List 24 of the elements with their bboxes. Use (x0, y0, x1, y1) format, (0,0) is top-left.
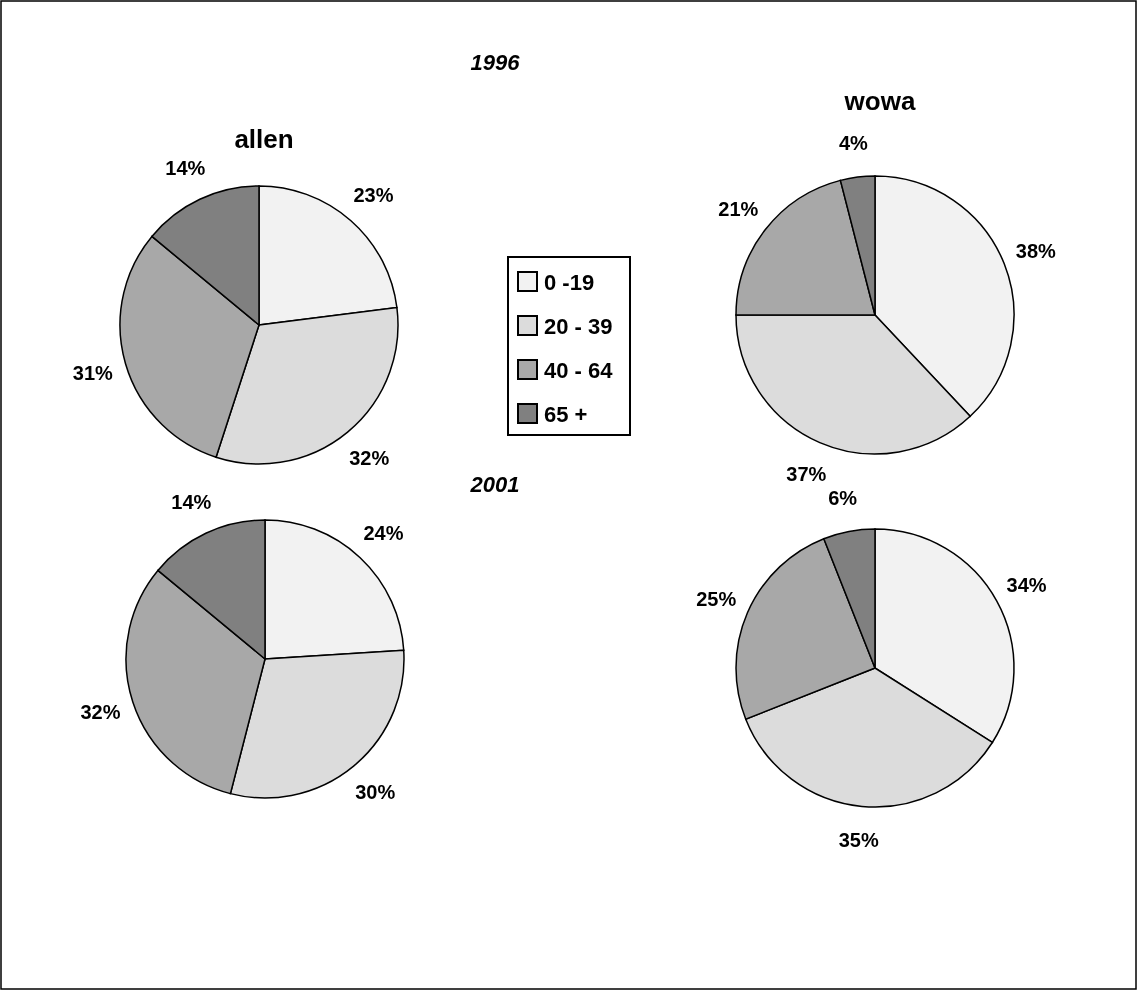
data-label: 23% (353, 184, 394, 207)
data-label: 21% (718, 197, 759, 220)
data-label: 32% (349, 447, 390, 470)
data-label: 37% (786, 462, 827, 485)
data-label: 4% (838, 132, 868, 155)
legend-label: 40 - 64 (544, 357, 614, 383)
chart-title: allen (234, 124, 294, 154)
data-label: 25% (696, 588, 737, 611)
data-label: 14% (171, 491, 212, 514)
data-label: 31% (72, 362, 114, 385)
chart-title: wowa (843, 86, 916, 116)
data-label: 32% (80, 701, 121, 724)
text: 1996 (470, 50, 521, 75)
data-label: 30% (355, 781, 396, 804)
data-label: 14% (165, 157, 206, 180)
data-label: 24% (363, 521, 404, 544)
legend-label: 20 - 39 (544, 313, 613, 339)
text: 2001 (469, 472, 520, 497)
data-label: 34% (1006, 573, 1047, 596)
legend-label: 0 -19 (544, 269, 595, 295)
data-label: 38% (1015, 240, 1057, 263)
legend-label: 65 + (544, 401, 588, 427)
data-label: 35% (838, 829, 879, 852)
data-label: 6% (828, 487, 858, 510)
